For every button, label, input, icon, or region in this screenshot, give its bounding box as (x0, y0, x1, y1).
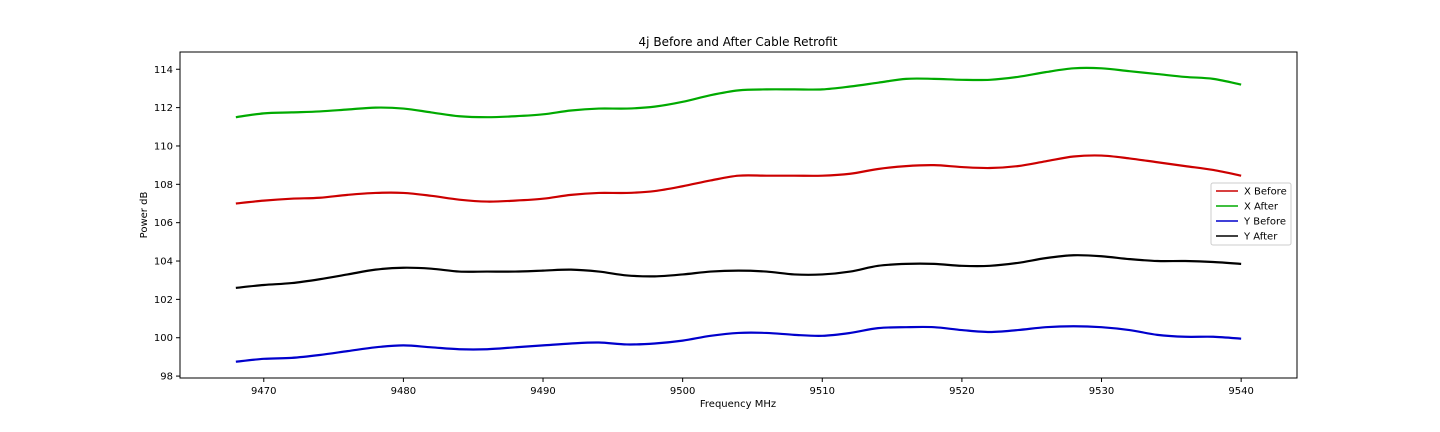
x-tick-label: 9480 (391, 386, 416, 397)
x-tick-label: 9540 (1228, 386, 1253, 397)
x-tick-label: 9520 (949, 386, 974, 397)
legend-items: X Before X After Y Before Y After (1216, 187, 1287, 243)
y-tick-label: 100 (154, 333, 173, 344)
series-line-y-before (235, 325, 1242, 363)
y-tick-label: 106 (154, 218, 173, 229)
y-tick-label: 110 (154, 141, 173, 152)
series-line-x-after (235, 66, 1242, 119)
x-tick-label: 9490 (530, 386, 555, 397)
y-axis-ticks: 98 100 102 104 106 108 110 112 114 (154, 65, 180, 383)
y-tick-label: 102 (154, 295, 173, 306)
y-tick-label: 114 (154, 65, 173, 76)
plot-area (179, 51, 1298, 379)
plot-frame (179, 51, 1298, 379)
y-tick-label: 108 (154, 180, 173, 191)
chart-title: 4j Before and After Cable Retrofit (639, 35, 838, 49)
legend-box (1210, 182, 1292, 246)
x-tick-label: 9470 (251, 386, 276, 397)
series-line-x-before (235, 154, 1242, 205)
x-tick-label: 9500 (670, 386, 695, 397)
legend-label-x-before: X Before (1244, 187, 1287, 198)
x-tick-label: 9530 (1089, 386, 1114, 397)
legend-label-x-after: X After (1244, 202, 1279, 213)
y-tick-label: 112 (154, 103, 173, 114)
legend-label-y-before: Y Before (1243, 217, 1286, 228)
x-axis-ticks: 9470 9480 9490 9500 9510 9520 9530 9540 (251, 378, 1254, 397)
y-axis-label: Power dB (139, 192, 150, 239)
y-tick-label: 104 (154, 257, 173, 268)
series-line-y-after (235, 254, 1242, 289)
legend: X Before X After Y Before Y After (1210, 182, 1292, 246)
series-layer (235, 66, 1242, 363)
y-tick-label: 98 (160, 372, 173, 383)
x-axis-label: Frequency MHz (700, 399, 776, 410)
x-tick-label: 9510 (810, 386, 835, 397)
legend-label-y-after: Y After (1243, 232, 1278, 243)
